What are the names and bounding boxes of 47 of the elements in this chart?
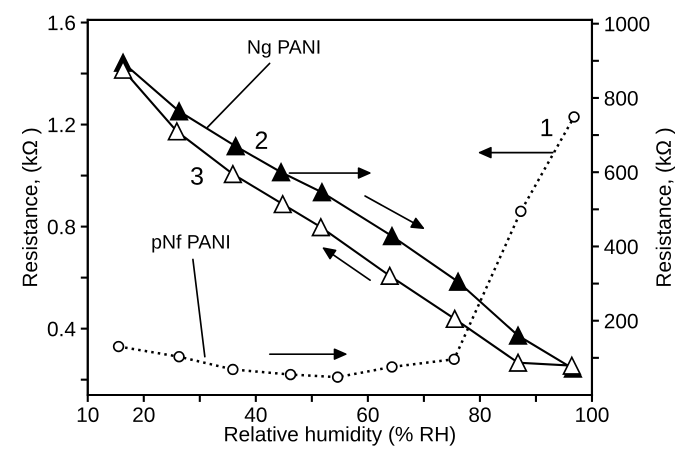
point	[173, 351, 185, 362]
x-tick-label: 10	[78, 407, 99, 422]
point	[312, 218, 330, 236]
point	[448, 272, 468, 291]
point	[515, 206, 527, 217]
point	[448, 354, 460, 365]
y2-axis-title: Resistance, (kΩ )	[656, 128, 675, 286]
point	[386, 361, 398, 373]
point	[227, 364, 239, 376]
y2-tick-label: 1000	[605, 16, 650, 32]
point	[112, 340, 124, 352]
point	[170, 102, 188, 120]
annotation: Ng PANI	[248, 40, 320, 58]
point	[568, 111, 580, 123]
point	[272, 163, 290, 182]
point	[284, 368, 296, 380]
series-label: 1	[542, 118, 552, 136]
point	[168, 122, 186, 141]
x-tick-label: 40	[244, 407, 267, 422]
point	[562, 356, 581, 375]
y-tick-label: 1.6	[48, 16, 76, 30]
point	[226, 137, 245, 156]
point	[274, 194, 292, 214]
point	[380, 266, 399, 285]
y-tick-label: 0.4	[48, 322, 76, 336]
y2-tick-label: 200	[604, 314, 638, 328]
point	[382, 226, 402, 246]
series-label: 3	[191, 167, 203, 185]
point	[446, 310, 464, 328]
series-label: 2	[256, 131, 268, 149]
x-tick-label: 60	[357, 407, 379, 422]
y2-tick-label: 400	[604, 239, 638, 254]
point	[508, 326, 528, 345]
annotation: pNf PANI	[152, 234, 229, 253]
point	[224, 164, 242, 184]
x-axis-title: Relative humidity (% RH)	[225, 426, 455, 446]
y2-tick-label: 800	[604, 90, 638, 106]
point	[332, 371, 344, 383]
x-tick-label: 80	[469, 407, 491, 422]
y-tick-label: 0.8	[48, 220, 76, 234]
point	[312, 183, 332, 202]
x-tick-label: 100	[576, 407, 609, 422]
y-axis-title: Resistance, (kΩ )	[22, 128, 42, 286]
y2-tick-label: 600	[604, 165, 638, 180]
point	[508, 354, 528, 372]
x-tick-label: 20	[133, 407, 155, 422]
y-tick-label: 1.2	[48, 118, 75, 132]
